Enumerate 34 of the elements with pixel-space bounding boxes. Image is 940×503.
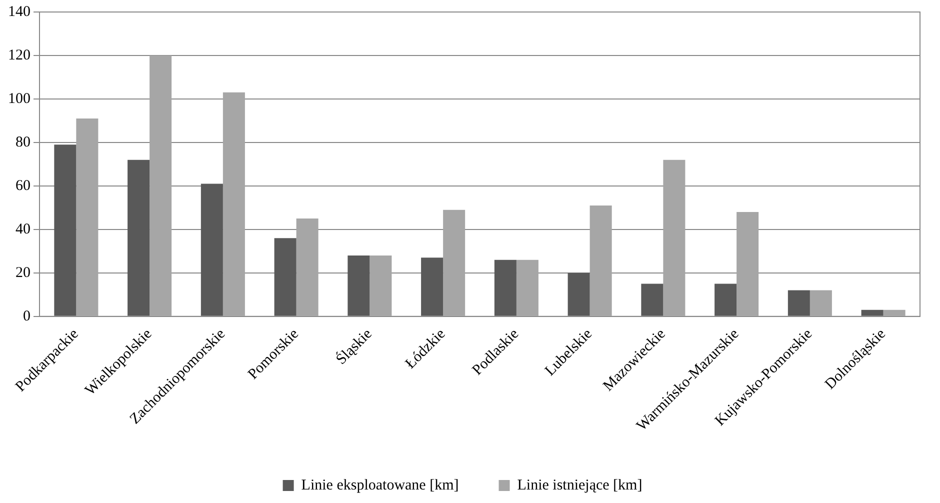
bar (568, 272, 590, 316)
bar (883, 310, 906, 316)
bar (516, 260, 538, 316)
bar (222, 92, 245, 316)
bar (788, 290, 810, 316)
y-tick-label: 120 (8, 47, 30, 64)
bar (443, 210, 466, 316)
y-tick-label: 100 (8, 90, 30, 107)
legend-label: Linie eksploatowane [km] (301, 477, 459, 494)
y-tick-label: 40 (16, 221, 30, 238)
y-tick-label: 80 (16, 134, 30, 150)
bar (663, 160, 686, 316)
bar (150, 55, 172, 316)
bar (861, 310, 884, 316)
bar (128, 160, 150, 316)
bar (810, 290, 832, 316)
bar (370, 255, 392, 316)
bar (76, 118, 98, 316)
y-tick-label: 20 (16, 264, 30, 281)
bar (274, 238, 296, 316)
bar (296, 218, 318, 316)
y-tick-label: 60 (16, 178, 30, 194)
bar (421, 258, 444, 316)
y-tick-label: 0 (23, 308, 30, 324)
bar (590, 205, 612, 316)
bar (200, 184, 223, 316)
bar (641, 284, 664, 316)
bar (714, 284, 737, 316)
bar (348, 255, 370, 316)
bar (736, 212, 759, 316)
y-tick-label: 140 (8, 4, 30, 20)
bar (494, 260, 516, 316)
legend-label: Linie istniejące [km] (517, 477, 642, 494)
bar (54, 144, 76, 316)
